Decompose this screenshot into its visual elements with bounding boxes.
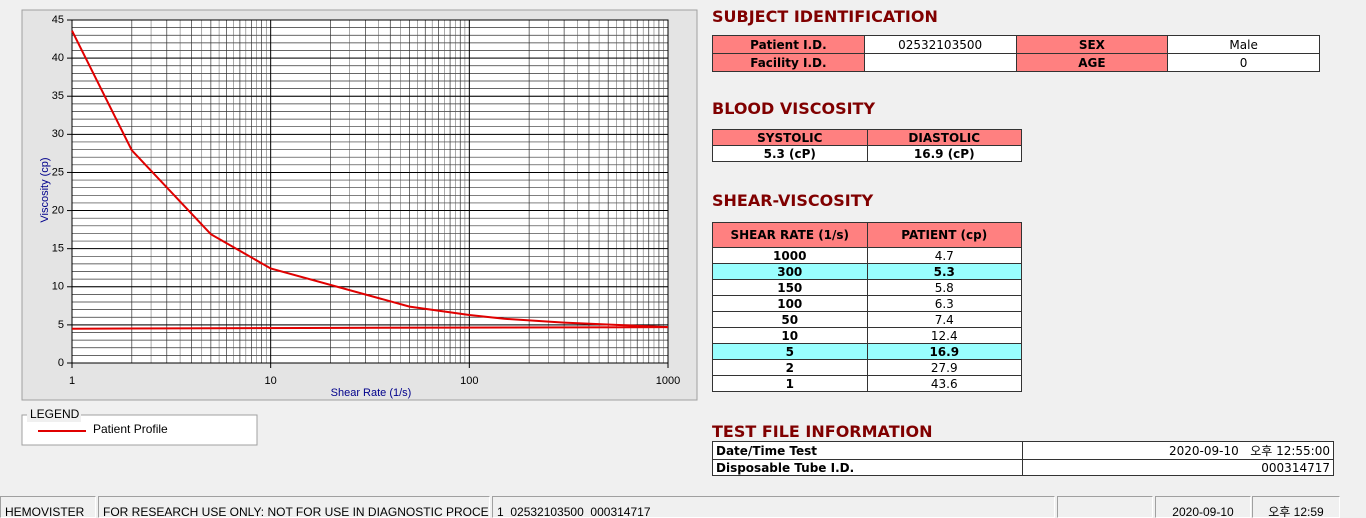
table-row: 1 43.6 <box>712 375 1022 392</box>
table-row: 1000 4.7 <box>712 247 1022 264</box>
chart: Shear Rate (1/s) Viscosity (cp) LEGEND P… <box>21 9 698 446</box>
plot-area <box>72 20 668 363</box>
table-cell: Facility I.D. <box>712 53 865 72</box>
table-row: 2 27.9 <box>712 359 1022 376</box>
section-title: TEST FILE INFORMATION <box>712 422 933 441</box>
table-row: 100 6.3 <box>712 295 1022 312</box>
table-cell: 16.9 <box>866 343 1022 360</box>
table-cell: 5.3 (cP) <box>712 145 868 162</box>
table-row: Patient I.D. 02532103500 SEX Male <box>712 35 1320 54</box>
y-tick-label: 45 <box>52 14 64 26</box>
x-tick-label: 10 <box>265 375 277 387</box>
section-title: SUBJECT IDENTIFICATION <box>712 7 938 26</box>
table-row: 5.3 (cP) 16.9 (cP) <box>712 145 1022 162</box>
section-title: SHEAR-VISCOSITY <box>712 191 874 210</box>
subject-table: Patient I.D. 02532103500 SEX Male Facility I… <box>712 35 1320 72</box>
table-cell: DIASTOLIC <box>866 129 1022 146</box>
table-cell <box>863 53 1017 72</box>
table-cell: Patient I.D. <box>712 35 865 54</box>
test-table: Date/Time Test 2020-09-10 오후 12:55:00 Disp… <box>712 441 1334 476</box>
y-tick-label: 0 <box>58 357 64 369</box>
table-row: 10 12.4 <box>712 327 1022 344</box>
data-line <box>71 326 669 330</box>
table-cell: 150 <box>712 279 868 296</box>
y-axis-label: Viscosity (cp) <box>39 157 51 222</box>
table-cell: 2 <box>712 359 868 376</box>
table-cell: 100 <box>712 295 868 312</box>
table-cell: PATIENT (cp) <box>866 222 1022 248</box>
table-row: 300 5.3 <box>712 263 1022 280</box>
table-cell: SEX <box>1015 35 1169 54</box>
status-segment: FOR RESEARCH USE ONLY: NOT FOR USE IN DI… <box>98 496 490 518</box>
table-cell: 02532103500 <box>863 35 1017 54</box>
table-cell: 10 <box>712 327 868 344</box>
status-segment: HEMOVISTER <box>0 496 96 518</box>
x-axis-label: Shear Rate (1/s) <box>331 387 412 399</box>
table-row: 50 7.4 <box>712 311 1022 328</box>
table-cell: 1 <box>712 375 868 392</box>
y-tick-label: 40 <box>52 52 64 64</box>
table-row: SYSTOLIC DIASTOLIC <box>712 129 1022 146</box>
table-row: SHEAR RATE (1/s) PATIENT (cp) <box>712 222 1022 248</box>
status-segment <box>1057 496 1153 518</box>
table-row: Facility I.D. AGE 0 <box>712 53 1320 72</box>
table-cell: 1000 <box>712 247 868 264</box>
y-tick-label: 5 <box>58 319 64 331</box>
table-row: 150 5.8 <box>712 279 1022 296</box>
table-cell: 5 <box>712 343 868 360</box>
status-segment: 1 02532103500 000314717 <box>492 496 1055 518</box>
table-cell: 2020-09-10 오후 12:55:00 <box>1022 441 1334 460</box>
blood-table: SYSTOLIC DIASTOLIC 5.3 (cP) 16.9 (cP) <box>712 129 1022 162</box>
table-cell: SYSTOLIC <box>712 129 868 146</box>
table-cell: Date/Time Test <box>712 441 1023 460</box>
table-cell: 16.9 (cP) <box>866 145 1022 162</box>
table-cell: 6.3 <box>866 295 1022 312</box>
table-cell: SHEAR RATE (1/s) <box>712 222 868 248</box>
table-cell: 5.8 <box>866 279 1022 296</box>
table-row: Disposable Tube I.D. 000314717 <box>712 459 1334 476</box>
legend-title: LEGEND <box>30 407 80 421</box>
status-segment: 오후 12:59 <box>1252 496 1340 518</box>
table-cell: 7.4 <box>866 311 1022 328</box>
y-tick-label: 35 <box>52 90 64 102</box>
table-cell: 43.6 <box>866 375 1022 392</box>
section-title: BLOOD VISCOSITY <box>712 99 876 118</box>
y-tick-label: 20 <box>52 204 64 216</box>
table-row: Date/Time Test 2020-09-10 오후 12:55:00 <box>712 441 1334 460</box>
data-line <box>71 30 669 329</box>
legend-label: Patient Profile <box>93 422 168 436</box>
table-cell: Male <box>1167 35 1320 54</box>
table-cell: 0 <box>1167 53 1320 72</box>
table-cell: 5.3 <box>866 263 1022 280</box>
legend-title-bg <box>27 408 81 422</box>
status-segment: 2020-09-10 <box>1155 496 1251 518</box>
table-cell: 300 <box>712 263 868 280</box>
y-tick-label: 15 <box>52 243 64 255</box>
table-cell: 50 <box>712 311 868 328</box>
shear-table: SHEAR RATE (1/s) PATIENT (cp) 1000 4.7 300 5.… <box>712 222 1022 392</box>
table-row: 5 16.9 <box>712 343 1022 360</box>
table-cell: 000314717 <box>1022 459 1334 476</box>
table-cell: AGE <box>1015 53 1169 72</box>
status-bar: HEMOVISTER FOR RESEARCH USE ONLY: NOT FOR… <box>0 496 1366 518</box>
y-tick-label: 30 <box>52 128 64 140</box>
y-tick-label: 25 <box>52 166 64 178</box>
plot-frame <box>71 19 669 364</box>
x-tick-label: 1 <box>69 375 75 387</box>
table-cell: Disposable Tube I.D. <box>712 459 1023 476</box>
table-cell: 27.9 <box>866 359 1022 376</box>
table-cell: 12.4 <box>866 327 1022 344</box>
table-cell: 4.7 <box>866 247 1022 264</box>
y-tick-label: 10 <box>52 281 64 293</box>
x-tick-label: 1000 <box>656 375 680 387</box>
x-tick-label: 100 <box>460 375 478 387</box>
